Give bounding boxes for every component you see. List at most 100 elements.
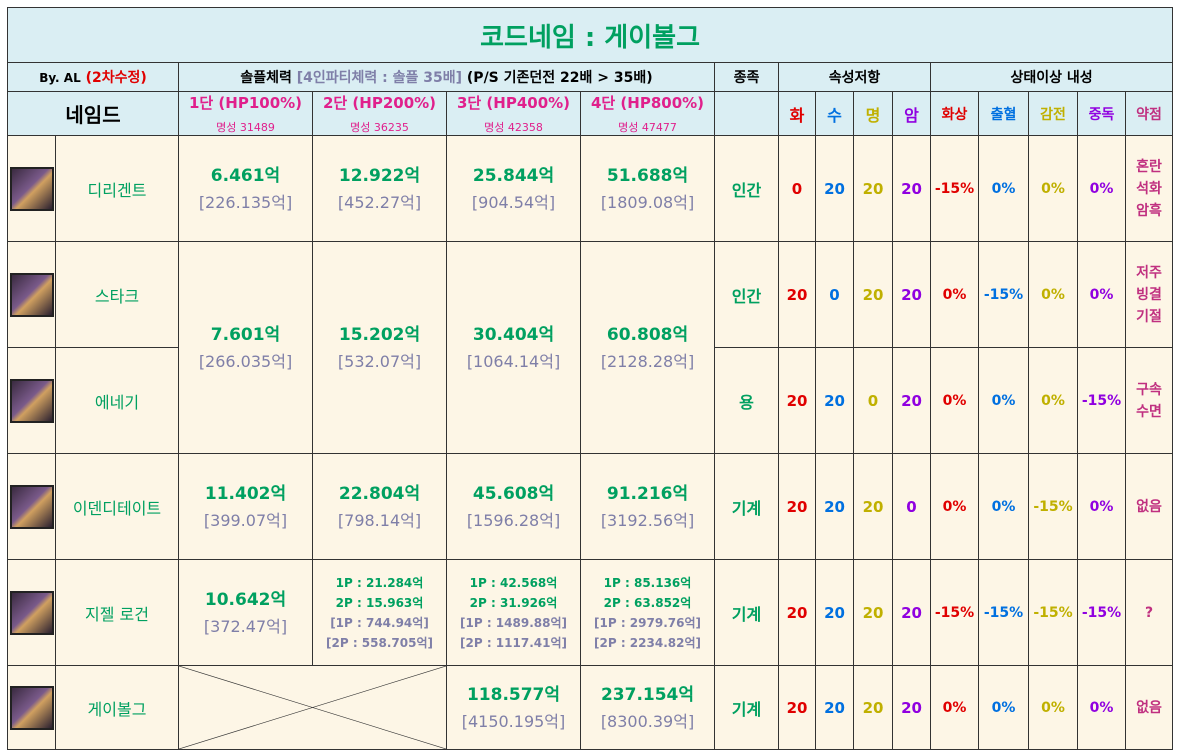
weakness: 없음 (1124, 453, 1174, 560)
sheet: 코드네임 : 게이볼그 By. AL (2차수정) 솔플체력 [4인파티체력 : 솔… (6, 7, 1174, 750)
hp-line: 25.844억 (472, 165, 555, 186)
resist-value: 0 (892, 453, 931, 560)
weakness-item: 암흑 (1136, 202, 1162, 219)
hp-line: [1P : 2979.76억] (594, 615, 701, 630)
hp-line: [4150.195억] (461, 711, 566, 731)
status-value: -15% (1077, 559, 1126, 666)
stage-header: 4단 (HP800%) 명성 47477 (580, 91, 715, 136)
stage-fame: 명성 47477 (618, 121, 677, 134)
status-value: -15% (978, 559, 1029, 666)
hp-line: [2P : 2234.82억] (594, 635, 701, 650)
header-row: 네임드 1단 (HP100%) 명성 31489 2단 (HP200%) 명성 3623… (7, 91, 1174, 136)
status-value: -15% (1028, 453, 1078, 560)
element-header: 화 (778, 91, 816, 136)
resist-value: 20 (815, 347, 854, 454)
hp-line: [399.07억] (203, 510, 288, 530)
status-value: 0% (978, 453, 1029, 560)
party-note: [4인파티체력 : 솔플 35배] (296, 70, 463, 86)
status-value: 0% (930, 241, 979, 348)
hp-line: [8300.39억] (600, 711, 695, 731)
boss-icon (9, 685, 54, 730)
boss-name: 스타크 (55, 241, 179, 348)
revision: (2차수정) (85, 70, 147, 86)
stage-fame: 명성 42358 (484, 121, 543, 134)
stage-header: 1단 (HP100%) 명성 31489 (178, 91, 313, 136)
status-value: -15% (978, 241, 1029, 348)
resist-value: 20 (892, 347, 931, 454)
resist-value: 0 (815, 241, 854, 348)
hp-line: [266.035억] (198, 351, 293, 371)
hp-line: [532.07억] (337, 351, 422, 371)
boss-row: 지젤 로건 10.642억 [372.47억] 1P : 21.284억 2P : 15… (7, 559, 1174, 666)
resist-value: 20 (815, 135, 854, 242)
hp-cell: 1P : 42.568억 2P : 31.926억 [1P : 1489.88억] [… (446, 559, 581, 666)
weakness: 구속 수면 (1124, 347, 1174, 454)
named-label: 네임드 (7, 91, 179, 136)
ps-note: (P/S 기존던전 22배 > 35배) (466, 70, 653, 86)
title-row: 코드네임 : 게이볼그 (6, 7, 1174, 63)
icon-cell (7, 241, 56, 348)
status-value: 0% (1028, 241, 1078, 348)
hp-line: 30.404억 (472, 324, 555, 345)
status-value: -15% (1028, 559, 1078, 666)
status-col-header: 감전 (1028, 91, 1078, 136)
hp-line: 60.808억 (606, 324, 689, 345)
resist-value: 20 (853, 559, 893, 666)
author: By. AL (39, 71, 81, 85)
status-col-header: 약점 (1124, 91, 1174, 136)
title: 코드네임 : 게이볼그 (6, 7, 1174, 63)
header-row: By. AL (2차수정) 솔플체력 [4인파티체력 : 솔플 35배] (P/S… (7, 62, 1174, 92)
hp-line: 1P : 21.284억 (335, 575, 424, 590)
hp-line: 22.804억 (338, 483, 421, 504)
weakness-item: 혼란 (1136, 158, 1162, 175)
status-col-header: 중독 (1077, 91, 1126, 136)
status-value: 0% (978, 347, 1029, 454)
resist-value: 20 (892, 135, 931, 242)
hp-line: [1064.14억] (466, 351, 561, 371)
race-header: 종족 (714, 62, 779, 92)
weakness-item: ? (1145, 604, 1154, 621)
stage-name: 1단 (HP100%) (188, 94, 303, 112)
status-value: 0% (930, 347, 979, 454)
icon-cell (7, 453, 56, 560)
status-header: 상태이상 내성 (929, 62, 1174, 92)
status-value: -15% (1077, 347, 1126, 454)
hp-line: 2P : 15.963억 (335, 595, 424, 610)
status-value: -15% (930, 135, 979, 242)
resist-value: 20 (778, 347, 816, 454)
weakness-item: 없음 (1136, 498, 1162, 515)
stage-name: 2단 (HP200%) (322, 94, 437, 112)
hp-line: [2128.28억] (600, 351, 695, 371)
hp-line: [372.47억] (203, 616, 288, 636)
hp-line: [2P : 558.705억] (326, 635, 433, 650)
status-value: 0% (1077, 241, 1126, 348)
resist-value: 0 (778, 135, 816, 242)
hp-line: [1P : 744.94억] (330, 615, 429, 630)
race: 기계 (714, 559, 779, 666)
boss-name: 지젤 로건 (55, 559, 179, 666)
hp-line: [452.27억] (337, 192, 422, 212)
hp-line: [1809.08억] (600, 192, 695, 212)
race-blank (714, 91, 779, 136)
status-value: 0% (930, 453, 979, 560)
weakness: ? (1124, 559, 1174, 666)
hp-line: [1596.28억] (466, 510, 561, 530)
status-value: 0% (930, 665, 979, 750)
status-value: 0% (978, 665, 1029, 750)
hp-line: [1P : 1489.88억] (460, 615, 567, 630)
boss-name: 이덴디테이트 (55, 453, 179, 560)
author-cell: By. AL (2차수정) (7, 62, 179, 92)
hp-cell: 10.642억 [372.47억] (178, 559, 313, 666)
boss-icon (9, 272, 54, 317)
hp-cell: 15.202억 [532.07억] (312, 241, 447, 454)
resist-value: 20 (892, 559, 931, 666)
boss-icon (9, 378, 54, 423)
weakness-item: 기절 (1136, 308, 1162, 325)
hp-line: 1P : 42.568억 (469, 575, 558, 590)
stage-name: 3단 (HP400%) (456, 94, 571, 112)
status-value: 0% (1028, 135, 1078, 242)
hp-line: [798.14억] (337, 510, 422, 530)
resist-value: 20 (853, 241, 893, 348)
hp-cell: 60.808억 [2128.28억] (580, 241, 715, 454)
